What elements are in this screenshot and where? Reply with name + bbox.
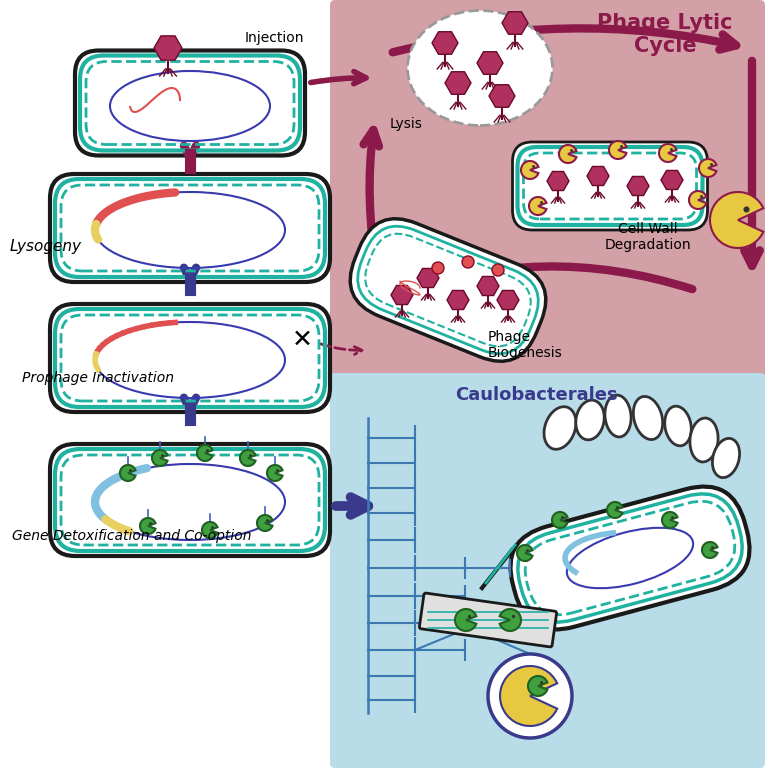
Wedge shape — [710, 192, 763, 248]
Wedge shape — [257, 515, 273, 531]
Circle shape — [432, 262, 444, 274]
Ellipse shape — [665, 406, 691, 446]
Wedge shape — [607, 502, 623, 518]
Wedge shape — [140, 518, 155, 534]
Circle shape — [492, 264, 504, 276]
Text: Gene Detoxification and Co-option: Gene Detoxification and Co-option — [12, 529, 251, 543]
Text: ✕: ✕ — [292, 328, 313, 352]
Text: Phage
Biogenesis: Phage Biogenesis — [488, 330, 563, 360]
Wedge shape — [500, 609, 521, 631]
Wedge shape — [267, 465, 283, 481]
Wedge shape — [659, 144, 677, 162]
Polygon shape — [391, 286, 413, 305]
Text: Cell Wall
Degradation: Cell Wall Degradation — [604, 222, 691, 252]
Wedge shape — [699, 159, 717, 177]
FancyBboxPatch shape — [50, 174, 330, 282]
Text: Lysogeny: Lysogeny — [10, 239, 82, 253]
FancyBboxPatch shape — [50, 304, 330, 412]
Wedge shape — [702, 542, 717, 558]
Circle shape — [462, 256, 474, 268]
Polygon shape — [477, 51, 503, 74]
Polygon shape — [661, 170, 683, 190]
Wedge shape — [689, 191, 707, 209]
Text: Lysis: Lysis — [390, 117, 423, 131]
Text: Injection: Injection — [245, 31, 304, 45]
Text: Phage Lytic
Cycle: Phage Lytic Cycle — [598, 13, 733, 56]
Wedge shape — [152, 450, 167, 466]
Polygon shape — [627, 177, 649, 196]
Ellipse shape — [576, 400, 604, 440]
Circle shape — [488, 654, 572, 738]
Wedge shape — [240, 450, 256, 466]
Wedge shape — [528, 676, 548, 696]
Polygon shape — [477, 276, 499, 296]
Wedge shape — [552, 512, 568, 528]
FancyBboxPatch shape — [511, 486, 750, 630]
Text: Caulobacterales: Caulobacterales — [455, 386, 617, 404]
Ellipse shape — [690, 418, 718, 462]
Wedge shape — [559, 145, 577, 163]
FancyBboxPatch shape — [350, 219, 546, 361]
Ellipse shape — [605, 395, 631, 437]
Wedge shape — [529, 197, 547, 215]
Wedge shape — [455, 609, 476, 631]
FancyBboxPatch shape — [330, 373, 765, 768]
Wedge shape — [521, 161, 538, 179]
Wedge shape — [202, 522, 217, 538]
Text: Prophage Inactivation: Prophage Inactivation — [22, 371, 174, 385]
Ellipse shape — [634, 396, 663, 439]
Wedge shape — [609, 141, 627, 159]
Polygon shape — [497, 290, 519, 310]
Wedge shape — [517, 545, 532, 561]
FancyBboxPatch shape — [419, 593, 557, 647]
Polygon shape — [502, 12, 528, 35]
Ellipse shape — [408, 11, 552, 125]
Polygon shape — [587, 167, 609, 186]
Polygon shape — [445, 71, 471, 94]
Ellipse shape — [544, 407, 576, 449]
FancyBboxPatch shape — [75, 51, 305, 155]
Wedge shape — [197, 445, 213, 461]
Polygon shape — [447, 290, 469, 310]
Wedge shape — [120, 465, 135, 481]
Polygon shape — [489, 84, 515, 108]
Polygon shape — [432, 31, 458, 55]
FancyBboxPatch shape — [50, 444, 330, 556]
FancyBboxPatch shape — [512, 142, 707, 230]
FancyBboxPatch shape — [330, 0, 765, 378]
Wedge shape — [662, 512, 677, 528]
Polygon shape — [154, 36, 182, 60]
Wedge shape — [500, 666, 558, 726]
Polygon shape — [547, 171, 569, 190]
Polygon shape — [417, 269, 439, 287]
Ellipse shape — [713, 439, 740, 478]
